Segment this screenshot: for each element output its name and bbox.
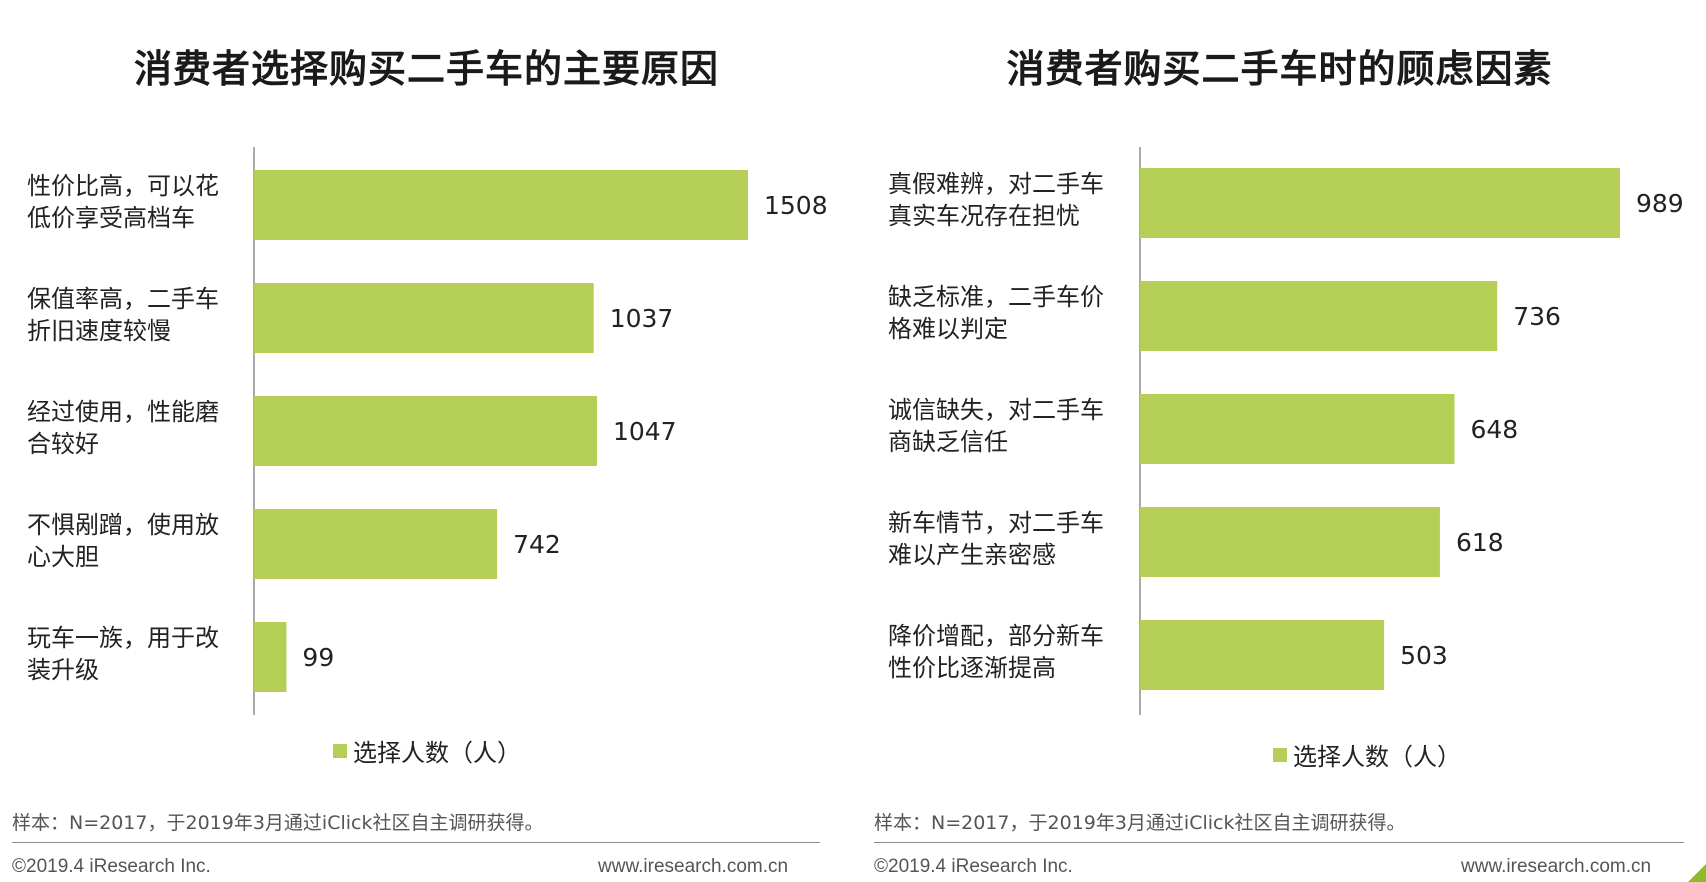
data-label: 742 <box>513 530 561 559</box>
bar <box>1140 168 1620 238</box>
bar <box>254 622 287 692</box>
category-label: 低价享受高档车 <box>27 204 195 232</box>
website-text: www.iresearch.com.cn <box>598 856 789 877</box>
category-label: 真假难辨，对二手车 <box>888 170 1104 198</box>
data-label: 618 <box>1456 528 1504 557</box>
footer-divider <box>12 842 820 843</box>
legend-label: 选择人数（人） <box>353 739 521 767</box>
copyright-text: ©2019.4 iResearch Inc. <box>12 856 211 877</box>
bar <box>254 396 597 466</box>
category-label: 折旧速度较慢 <box>27 317 171 345</box>
legend-swatch <box>333 743 347 758</box>
legend: 选择人数（人） <box>1273 737 1461 772</box>
copyright-text: ©2019.4 iResearch Inc. <box>874 856 1073 877</box>
footer-divider <box>874 842 1684 843</box>
sample-note: 样本：N=2017，于2019年3月通过iClick社区自主调研获得。 <box>12 812 544 834</box>
category-label: 经过使用，性能磨 <box>27 398 219 426</box>
category-label: 格难以判定 <box>888 315 1008 343</box>
data-label: 1037 <box>610 304 674 333</box>
category-label: 性价比逐渐提高 <box>888 654 1056 682</box>
legend-label: 选择人数（人） <box>1293 743 1461 771</box>
data-label: 503 <box>1400 641 1448 670</box>
data-label: 989 <box>1636 189 1684 218</box>
data-label: 736 <box>1513 302 1561 331</box>
category-label: 降价增配，部分新车 <box>888 622 1104 650</box>
bar <box>254 509 498 579</box>
bar <box>1140 620 1385 690</box>
bar <box>1140 281 1498 351</box>
legend: 选择人数（人） <box>333 733 521 768</box>
category-label: 心大胆 <box>27 543 99 571</box>
category-label: 新车情节，对二手车 <box>888 509 1104 537</box>
legend-swatch <box>1273 747 1287 762</box>
category-label: 玩车一族，用于改 <box>27 624 219 652</box>
category-label: 性价比高，可以花 <box>27 172 219 200</box>
data-label: 1047 <box>613 417 677 446</box>
category-label: 真实车况存在担忧 <box>888 202 1080 230</box>
bar <box>254 283 594 353</box>
category-label: 保值率高，二手车 <box>27 285 219 313</box>
chart-panel-left: 消费者选择购买二手车的主要原因 1508 性价比高，可以花 低价享受高档车 1037 保… <box>12 47 828 877</box>
chart-title: 消费者购买二手车时的顾虑因素 <box>1006 47 1553 91</box>
bar <box>1140 507 1440 577</box>
website-text: www.iresearch.com.cn <box>1461 856 1652 877</box>
corner-decoration <box>1688 864 1706 882</box>
sample-note: 样本：N=2017，于2019年3月通过iClick社区自主调研获得。 <box>874 812 1406 834</box>
category-label: 不惧剐蹭，使用放 <box>27 511 219 539</box>
category-label: 诚信缺失，对二手车 <box>888 396 1104 424</box>
bar <box>254 170 748 240</box>
bar <box>1140 394 1455 464</box>
chart-title: 消费者选择购买二手车的主要原因 <box>133 47 719 91</box>
data-label: 648 <box>1470 415 1518 444</box>
chart-panel-right: 消费者购买二手车时的顾虑因素 989 真假难辨，对二手车 真实车况存在担忧 736 缺乏… <box>853 0 1706 882</box>
data-label: 1508 <box>764 191 828 220</box>
category-label: 合较好 <box>27 430 99 458</box>
category-label: 缺乏标准，二手车价 <box>888 283 1104 311</box>
category-label: 装升级 <box>27 656 99 684</box>
data-label: 99 <box>302 643 334 672</box>
category-label: 商缺乏信任 <box>888 428 1008 456</box>
category-label: 难以产生亲密感 <box>888 541 1056 569</box>
